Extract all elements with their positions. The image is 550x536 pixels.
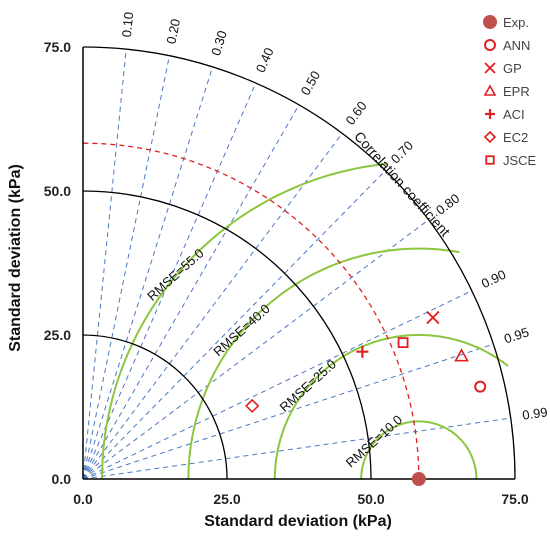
rmse-label: RMSE=25.0 <box>277 357 339 415</box>
std-arc <box>82 334 228 480</box>
legend-label: GP <box>503 61 522 76</box>
correlation-label: 0.20 <box>163 17 183 45</box>
correlation-label: 0.10 <box>119 11 136 38</box>
rmse-label: RMSE=40.0 <box>210 301 272 359</box>
data-point-ann <box>474 380 487 393</box>
rmse-arc <box>101 162 388 480</box>
correlation-line-0.99 <box>82 417 511 480</box>
correlation-grid <box>82 49 511 480</box>
rmse-arc <box>187 247 460 480</box>
rmse-arcs <box>101 162 509 480</box>
correlation-label: 0.50 <box>298 68 324 97</box>
y-tick-label: 25.0 <box>44 327 71 343</box>
correlation-line-0.95 <box>82 343 494 480</box>
legend-marker <box>484 39 496 51</box>
rmse-arc <box>360 420 478 479</box>
rmse-arc <box>273 334 509 479</box>
correlation-line-0.10 <box>82 49 127 480</box>
std-arc <box>82 46 516 480</box>
labels: 0.10 0.20 0.300.400.500.600.700.800.900.95… <box>44 11 549 507</box>
x-tick-label: 50.0 <box>357 491 384 507</box>
correlation-line-0.60 <box>82 133 343 480</box>
correlation-line-0.80 <box>82 219 429 480</box>
x-tick-label: 0.0 <box>73 491 93 507</box>
legend-label: EC2 <box>503 130 528 145</box>
x-axis-title: Standard deviation (kPa) <box>204 513 392 530</box>
legend-marker <box>485 109 495 119</box>
y-tick-label: 0.0 <box>52 471 72 487</box>
std-arc <box>82 190 372 480</box>
reference-std-arc <box>82 142 420 480</box>
y-axis-title: Standard deviation (kPa) <box>7 164 24 352</box>
correlation-label: 0.95 <box>502 324 531 346</box>
correlation-line-0.50 <box>82 104 300 480</box>
correlation-line-0.70 <box>82 170 386 480</box>
rmse-label: RMSE=10.0 <box>343 412 405 470</box>
correlation-label: 0.60 <box>343 98 370 127</box>
legend-label: ANN <box>503 38 530 53</box>
correlation-line-0.90 <box>82 290 473 480</box>
legend-label: JSCE <box>503 153 537 168</box>
data-point-jsce <box>397 337 409 349</box>
correlation-line-0.40 <box>82 82 257 480</box>
data-point-exp <box>411 472 426 486</box>
data-point-ec2 <box>245 398 260 414</box>
std-arcs <box>82 46 516 480</box>
legend-marker <box>485 155 495 165</box>
x-tick-label: 25.0 <box>213 491 240 507</box>
y-tick-label: 75.0 <box>44 39 71 55</box>
correlation-line-0.30 <box>82 66 214 480</box>
legend-label: Exp. <box>503 15 529 30</box>
legend: Exp. ANN GP EPR ACI EC2 JSCE <box>483 15 537 168</box>
axes <box>82 47 515 480</box>
data-markers <box>245 310 487 486</box>
legend-label: ACI <box>503 107 525 122</box>
data-point-aci <box>356 345 369 358</box>
legend-marker <box>483 130 497 144</box>
correlation-label: 0.30 <box>208 29 230 58</box>
correlation-label: 0.40 <box>253 45 277 74</box>
correlation-label: 0.99 <box>521 404 548 422</box>
x-tick-label: 75.0 <box>501 491 528 507</box>
y-tick-label: 50.0 <box>44 183 71 199</box>
legend-marker <box>484 62 496 74</box>
data-point-gp <box>426 310 440 325</box>
correlation-label: 0.90 <box>479 267 508 292</box>
legend-marker <box>483 15 497 29</box>
legend-label: EPR <box>503 84 530 99</box>
data-point-epr <box>454 348 469 362</box>
legend-marker <box>483 84 497 96</box>
correlation-line-0.20 <box>82 55 170 480</box>
